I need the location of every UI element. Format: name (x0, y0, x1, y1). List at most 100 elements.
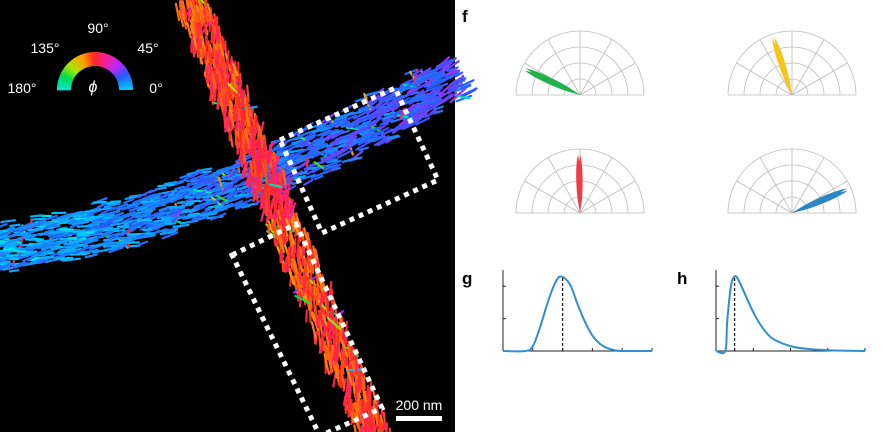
molecule-orientation-mark (307, 136, 323, 146)
molecule-orientation-mark (460, 87, 478, 97)
molecule-orientation-mark (279, 237, 285, 254)
molecule-orientation-mark (264, 157, 268, 169)
molecule-orientation-mark (56, 214, 67, 220)
molecule-orientation-mark (283, 191, 289, 210)
molecule-orientation-mark (296, 276, 301, 292)
molecule-orientation-mark (419, 112, 428, 119)
molecule-orientation-mark (353, 424, 357, 432)
molecule-orientation-mark (369, 381, 373, 399)
molecule-orientation-mark (44, 258, 59, 264)
molecule-orientation-mark (0, 257, 10, 263)
molecule-orientation-mark (323, 353, 328, 364)
molecule-orientation-mark (313, 161, 325, 170)
molecule-orientation-mark (275, 183, 280, 204)
colormap-segment (57, 84, 72, 88)
molecule-orientation-mark (122, 238, 133, 243)
molecule-orientation-mark (304, 274, 308, 287)
molecule-orientation-mark (320, 128, 338, 138)
molecule-orientation-mark (189, 0, 196, 18)
molecule-orientation-mark (191, 172, 209, 181)
molecule-orientation-mark (409, 103, 419, 112)
molecule-orientation-mark (360, 424, 364, 432)
colormap-segment (94, 52, 97, 67)
molecule-orientation-mark (187, 195, 197, 202)
colormap-segment (92, 52, 95, 67)
molecule-orientation-mark (226, 195, 236, 201)
molecule-orientation-mark (288, 271, 295, 286)
molecule-orientation-mark (133, 210, 149, 216)
molecule-orientation-mark (274, 211, 279, 222)
colormap-segment (67, 61, 79, 74)
molecule-orientation-mark (32, 252, 49, 258)
molecule-orientation-mark (5, 227, 16, 232)
molecule-orientation-mark (59, 218, 76, 223)
molecule-orientation-mark (199, 48, 204, 59)
molecule-orientation-mark (99, 220, 114, 229)
molecule-orientation-mark (61, 242, 80, 249)
molecule-orientation-mark (433, 76, 450, 85)
molecule-orientation-mark (68, 218, 85, 225)
molecule-orientation-mark (302, 270, 306, 285)
molecule-orientation-mark (206, 2, 211, 13)
polar-grid-spoke (791, 39, 825, 96)
molecule-orientation-mark (332, 360, 338, 379)
molecule-orientation-mark (218, 93, 225, 113)
molecule-orientation-mark (142, 194, 161, 201)
molecule-orientation-mark (25, 250, 38, 254)
molecule-orientation-mark (72, 214, 87, 218)
molecule-orientation-mark (424, 110, 438, 118)
molecule-orientation-mark (343, 140, 354, 149)
polar-grid-spoke (579, 157, 613, 214)
molecule-orientation-mark (300, 173, 317, 181)
scale-bar-label: 200 nm (396, 397, 443, 413)
molecule-orientation-mark (17, 221, 36, 229)
colormap-tick-180: 180° (8, 80, 37, 96)
molecule-orientation-mark (451, 75, 465, 84)
molecule-orientation-mark (301, 131, 316, 140)
colormap-segment (115, 69, 128, 78)
molecule-orientation-mark (411, 68, 423, 77)
molecule-orientation-mark (357, 139, 368, 146)
molecule-orientation-mark (362, 127, 374, 133)
molecule-orientation-mark (237, 107, 242, 122)
molecule-orientation-mark (272, 186, 277, 202)
polar-grid-spoke (791, 62, 848, 96)
molecule-orientation-mark (379, 414, 385, 427)
molecule-orientation-mark (215, 26, 221, 45)
colormap-segment (70, 59, 81, 72)
molecule-orientation-mark (314, 143, 329, 150)
molecule-orientation-mark (334, 331, 338, 343)
molecule-orientation-mark (363, 398, 367, 412)
molecule-orientation-mark (280, 193, 284, 214)
colormap-segment (101, 53, 107, 68)
molecule-orientation-mark (221, 56, 226, 75)
molecule-orientation-mark (437, 84, 451, 97)
molecule-orientation-mark (199, 211, 218, 217)
molecule-orientation-mark (421, 98, 435, 107)
molecule-orientation-mark (46, 214, 58, 221)
molecule-orientation-mark (382, 421, 386, 432)
molecule-orientation-mark (158, 191, 172, 200)
molecule-orientation-mark (212, 27, 215, 46)
molecule-orientation-mark (376, 101, 388, 110)
molecule-orientation-mark (238, 116, 243, 128)
polar-histogram-bars (576, 154, 583, 213)
molecule-orientation-mark (321, 331, 325, 348)
molecule-orientation-mark (376, 112, 386, 120)
molecule-orientation-mark (215, 26, 219, 40)
molecule-orientation-mark (197, 182, 211, 188)
molecule-orientation-mark (385, 422, 389, 432)
orientation-colormap-legend (57, 52, 133, 91)
molecule-orientation-mark (265, 201, 269, 216)
colormap-segment (117, 76, 132, 83)
molecule-orientation-mark (109, 235, 119, 241)
colormap-segment (97, 52, 101, 67)
molecule-orientation-mark (433, 72, 446, 79)
molecule-orientation-mark (340, 120, 350, 127)
molecule-orientation-mark (9, 223, 21, 227)
colormap-segment (82, 53, 89, 68)
molecule-orientation-mark (375, 100, 385, 107)
molecule-orientation-mark (334, 130, 345, 137)
histogram-g (502, 270, 653, 353)
